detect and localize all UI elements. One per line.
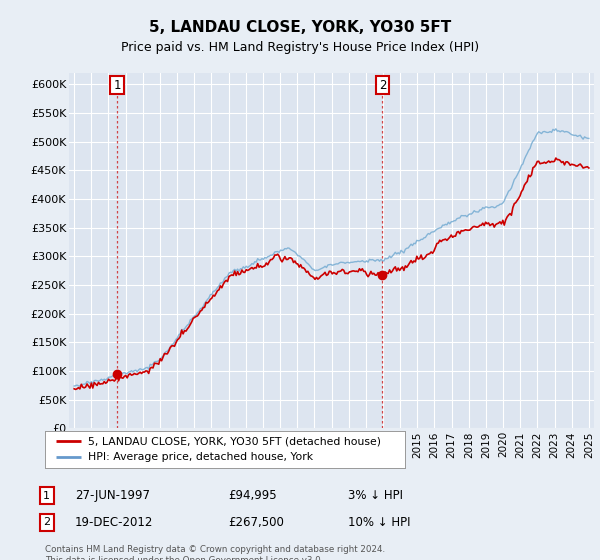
Text: £94,995: £94,995 [228,489,277,502]
Text: 5, LANDAU CLOSE, YORK, YO30 5FT: 5, LANDAU CLOSE, YORK, YO30 5FT [149,20,451,35]
Text: 2: 2 [43,517,50,528]
Text: Contains HM Land Registry data © Crown copyright and database right 2024.
This d: Contains HM Land Registry data © Crown c… [45,545,385,560]
Text: HPI: Average price, detached house, York: HPI: Average price, detached house, York [88,452,313,463]
Text: 5, LANDAU CLOSE, YORK, YO30 5FT (detached house): 5, LANDAU CLOSE, YORK, YO30 5FT (detache… [88,436,381,446]
Text: 19-DEC-2012: 19-DEC-2012 [75,516,154,529]
Text: 1: 1 [113,78,121,91]
Text: 1: 1 [43,491,50,501]
Text: Price paid vs. HM Land Registry's House Price Index (HPI): Price paid vs. HM Land Registry's House … [121,41,479,54]
Text: 10% ↓ HPI: 10% ↓ HPI [348,516,410,529]
Text: 27-JUN-1997: 27-JUN-1997 [75,489,150,502]
Text: 2: 2 [379,78,386,91]
Text: £267,500: £267,500 [228,516,284,529]
Text: 3% ↓ HPI: 3% ↓ HPI [348,489,403,502]
